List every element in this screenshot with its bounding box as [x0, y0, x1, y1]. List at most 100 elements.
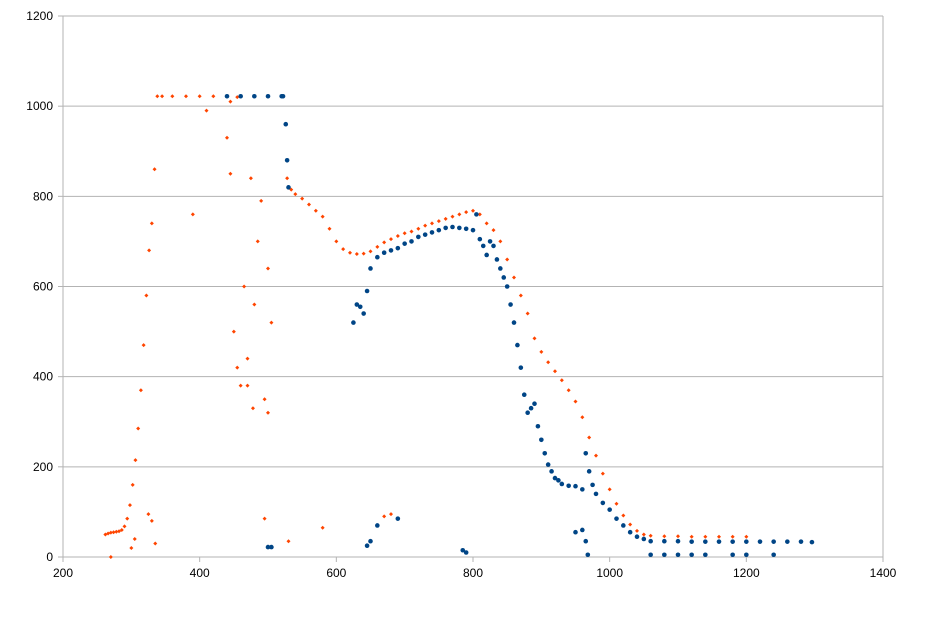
series-1-point-94	[585, 552, 591, 558]
series-0-point-104	[242, 284, 247, 289]
series-0-point-3	[111, 530, 116, 535]
series-0-point-34	[307, 202, 311, 207]
series-1-point-50	[542, 451, 548, 456]
y-tick-label-4: 800	[33, 189, 53, 203]
series-1-point-69	[641, 536, 647, 542]
series-0-point-94	[146, 512, 151, 517]
series-0-point-44	[375, 244, 380, 249]
series-0-point-78	[607, 487, 612, 492]
series-1-point-27	[457, 225, 462, 231]
series-1-point-37	[498, 266, 503, 271]
series-0-point-73	[573, 399, 578, 404]
series-1-point-66	[621, 523, 626, 528]
series-0	[103, 94, 749, 559]
series-1-point-63	[600, 500, 606, 506]
series-1-point-47	[532, 401, 537, 407]
series-1-point-17	[388, 248, 394, 253]
series-1-point-64	[607, 507, 612, 512]
series-1-point-49	[539, 437, 544, 443]
series-1-point-33	[484, 252, 489, 258]
series-0-point-45	[382, 240, 387, 245]
series-0-point-81	[628, 522, 633, 527]
series-1-point-96	[662, 552, 667, 558]
series-0-point-86	[676, 534, 680, 539]
series-0-point-67	[532, 336, 537, 341]
grid-lines	[63, 15, 883, 468]
series-1-point-36	[494, 257, 500, 262]
series-0-point-90	[730, 534, 735, 539]
series-0-point-85	[662, 534, 667, 539]
x-tick-label-5: 1200	[733, 566, 760, 580]
series-0-point-74	[580, 415, 585, 420]
series-0-point-51	[423, 223, 428, 228]
series-0-point-57	[464, 210, 469, 215]
series-1-point-68	[634, 534, 640, 540]
series-0-point-42	[361, 251, 366, 256]
series-0-point-19	[155, 94, 160, 99]
series-0-point-56	[457, 212, 462, 217]
series-1-point-46	[528, 405, 534, 411]
series-1-point-53	[552, 475, 558, 481]
series-0-point-8	[125, 516, 130, 521]
series-1-point-98	[689, 552, 694, 558]
series-0-point-46	[389, 237, 393, 242]
series-1-point-21	[416, 234, 421, 240]
x-tick-label-6: 1400	[870, 566, 897, 580]
series-0-point-16	[147, 248, 152, 253]
series-0-point-93	[132, 536, 137, 541]
series-1-point-20	[409, 239, 414, 244]
series-1-point-30	[474, 212, 479, 217]
series-0-point-107	[252, 302, 257, 307]
series-0-point-11	[133, 458, 138, 463]
series-0-point-21	[170, 94, 175, 99]
series-1-point-56	[566, 483, 571, 489]
series-0-point-30	[285, 176, 290, 181]
series-1-point-32	[480, 243, 486, 249]
series-0-point-35	[313, 208, 318, 213]
series-0-point-106	[248, 176, 253, 181]
series-0-point-14	[141, 343, 146, 348]
series-1-point-18	[395, 245, 401, 251]
series-1-point-54	[556, 478, 561, 483]
series-1	[224, 93, 815, 558]
series-1-point-100	[730, 552, 735, 558]
series-1-point-35	[491, 243, 496, 249]
series-0-point-43	[368, 249, 373, 254]
series-0-point-47	[395, 234, 400, 239]
series-1-point-48	[535, 423, 541, 429]
series-1-point-70	[648, 538, 653, 544]
series-0-point-33	[300, 196, 305, 201]
series-0-point-4	[114, 529, 119, 534]
series-0-point-65	[518, 293, 523, 298]
series-0-point-24	[211, 94, 216, 99]
series-1-point-13	[364, 288, 370, 294]
series-1-point-88	[395, 516, 401, 521]
series-0-point-111	[266, 266, 270, 271]
series-1-point-67	[627, 529, 633, 535]
series-0-point-121	[250, 406, 255, 411]
series-0-point-20	[160, 94, 165, 99]
series-1-point-83	[265, 544, 271, 550]
series-0-point-70	[553, 369, 557, 374]
series-0-point-5	[117, 529, 122, 534]
series-0-point-113	[320, 525, 325, 530]
series-0-point-9	[127, 503, 132, 508]
series-0-point-100	[228, 171, 233, 176]
series-1-point-39	[504, 284, 510, 289]
series-0-point-22	[184, 94, 188, 99]
series-1-point-8	[286, 185, 291, 190]
series-1-point-58	[580, 487, 585, 492]
series-1-point-84	[269, 544, 274, 550]
series-1-point-79	[771, 539, 776, 544]
series-0-point-77	[600, 471, 605, 476]
series-1-point-43	[518, 365, 524, 370]
series-1-point-1	[238, 93, 243, 99]
series-0-point-82	[635, 528, 639, 533]
series-0-point-36	[320, 214, 325, 219]
series-1-point-87	[375, 523, 380, 528]
series-1-point-6	[283, 121, 289, 127]
series-0-point-66	[525, 311, 530, 316]
series-0-point-99	[225, 135, 229, 140]
